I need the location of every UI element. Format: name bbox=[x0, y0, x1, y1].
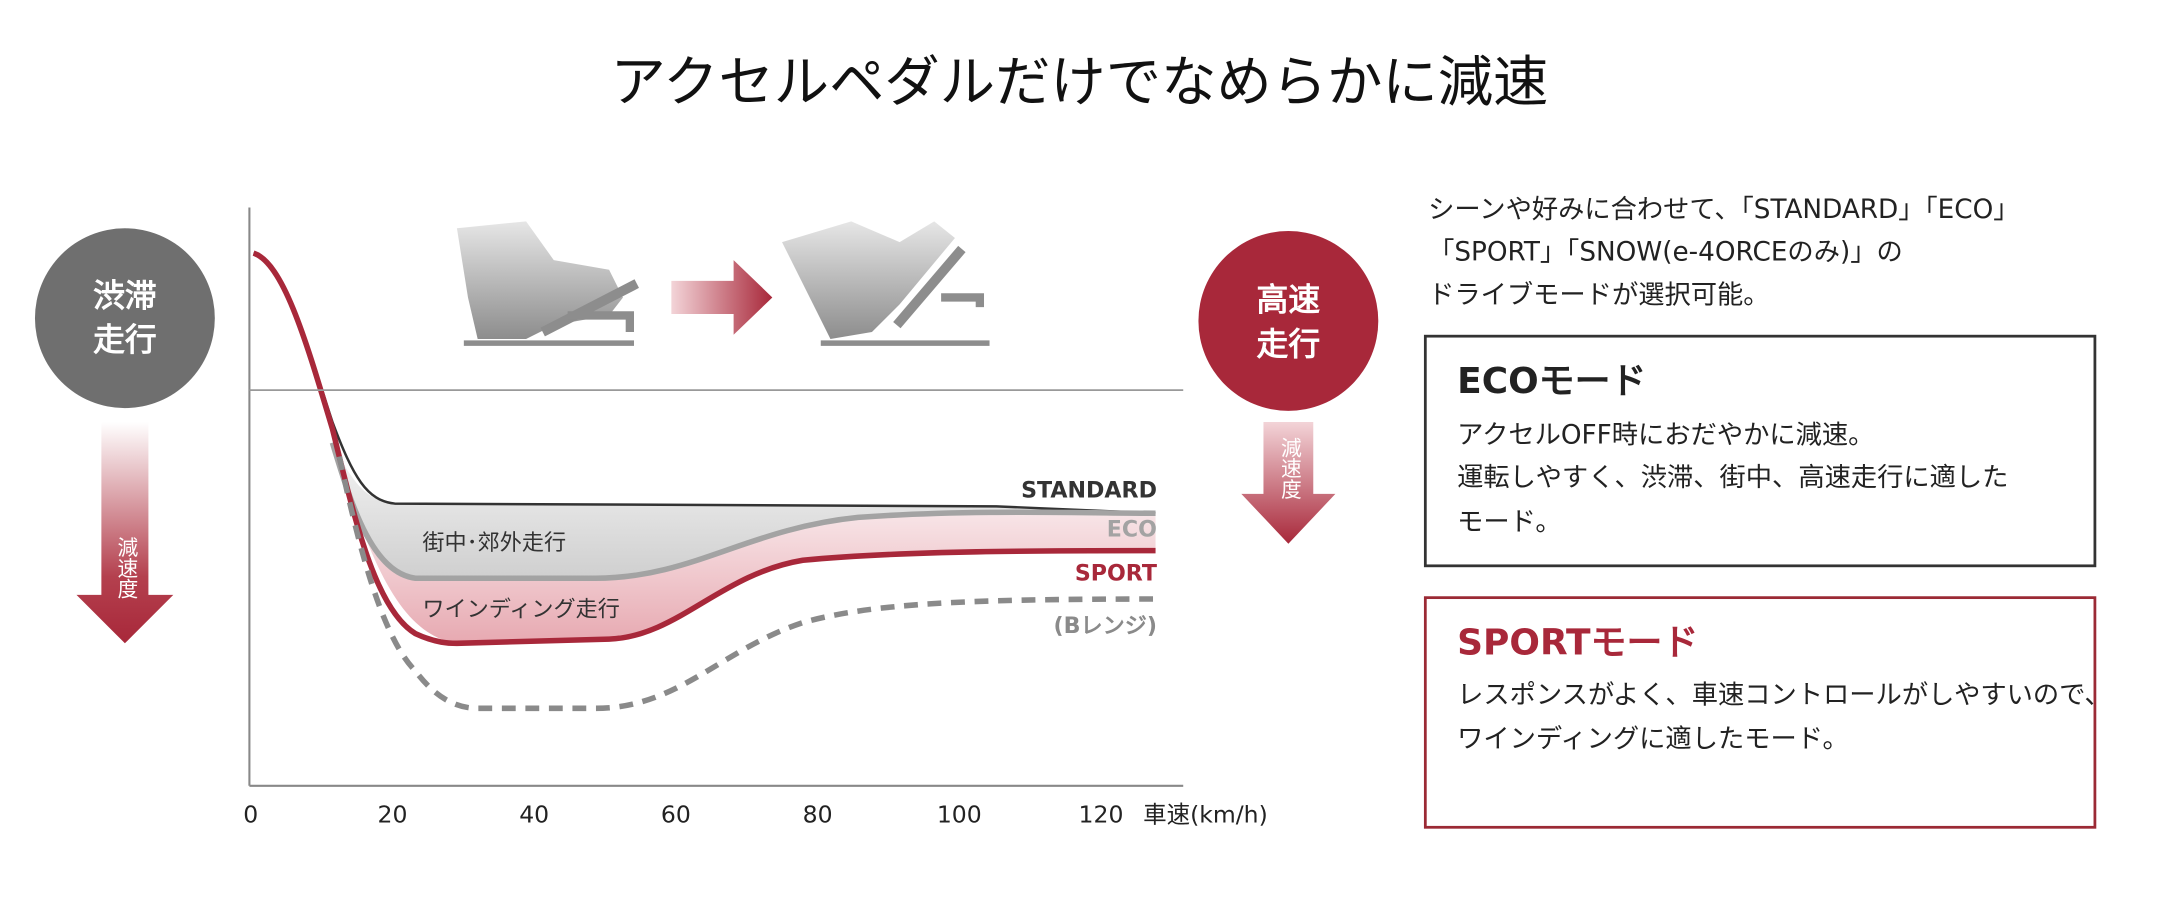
badge-text: 高速 bbox=[1257, 281, 1321, 319]
series-label: (Bレンジ) bbox=[1053, 613, 1156, 639]
intro-text: 「SPORT」「SNOW(e-4ORCEのみ)」の bbox=[1428, 238, 1903, 268]
badge bbox=[1198, 231, 1379, 411]
panel-text: 運転しやすく、渋滞、街中、高速走行に適した bbox=[1457, 463, 2008, 493]
panel bbox=[1423, 596, 2097, 829]
x-tick-label: 80 bbox=[803, 801, 833, 829]
curve bbox=[252, 250, 1156, 647]
curve bbox=[336, 455, 1156, 712]
badge-text: 渋滞 bbox=[93, 276, 157, 314]
panel-title: ECOモード bbox=[1457, 361, 1646, 402]
intro-text: ドライブモードが選択可能。 bbox=[1428, 281, 1769, 311]
curve bbox=[329, 441, 1156, 582]
panel bbox=[1423, 334, 2097, 568]
x-axis-label: 車速(km/h) bbox=[1143, 801, 1268, 829]
x-tick-label: 40 bbox=[519, 801, 549, 829]
intro-text: シーンや好みに合わせて、「STANDARD」「ECO」 bbox=[1428, 195, 2019, 225]
panel-text: レスポンスがよく、車速コントロールがしやすいので、 bbox=[1457, 680, 2111, 710]
series-label: STANDARD bbox=[1021, 478, 1157, 504]
badge-text: 走行 bbox=[93, 321, 157, 359]
arrow bbox=[1241, 421, 1336, 544]
arrow-label: 減速度 bbox=[114, 537, 138, 599]
pedal-icon bbox=[782, 221, 990, 346]
series-label: ECO bbox=[1107, 516, 1157, 542]
sport-zone bbox=[339, 456, 1156, 644]
panel-text: アクセルOFF時におだやかに減速。 bbox=[1457, 420, 1874, 450]
x-tick-label: 120 bbox=[1079, 801, 1124, 829]
panel-text: ワインディングに適したモード。 bbox=[1457, 725, 1849, 755]
region-label: ワインディング走行 bbox=[422, 597, 620, 623]
x-tick-label: 20 bbox=[378, 801, 408, 829]
eco-zone bbox=[332, 442, 1156, 579]
region-label: 街中･郊外走行 bbox=[422, 530, 566, 556]
arrow bbox=[671, 260, 773, 335]
x-tick-label: 60 bbox=[661, 801, 691, 829]
panel-text: モード。 bbox=[1457, 507, 1562, 537]
arrow bbox=[76, 421, 174, 644]
x-tick-label: 0 bbox=[243, 801, 258, 829]
x-tick-label: 100 bbox=[937, 801, 982, 829]
arrow-label: 減速度 bbox=[1277, 437, 1301, 499]
badge-text: 走行 bbox=[1257, 325, 1321, 363]
pedal-icon bbox=[456, 221, 639, 346]
title: アクセルペダルだけでなめらかに減速 bbox=[611, 51, 1549, 115]
panel-title: SPORTモード bbox=[1457, 623, 1698, 664]
badge bbox=[34, 228, 215, 409]
series-label: SPORT bbox=[1075, 561, 1157, 587]
